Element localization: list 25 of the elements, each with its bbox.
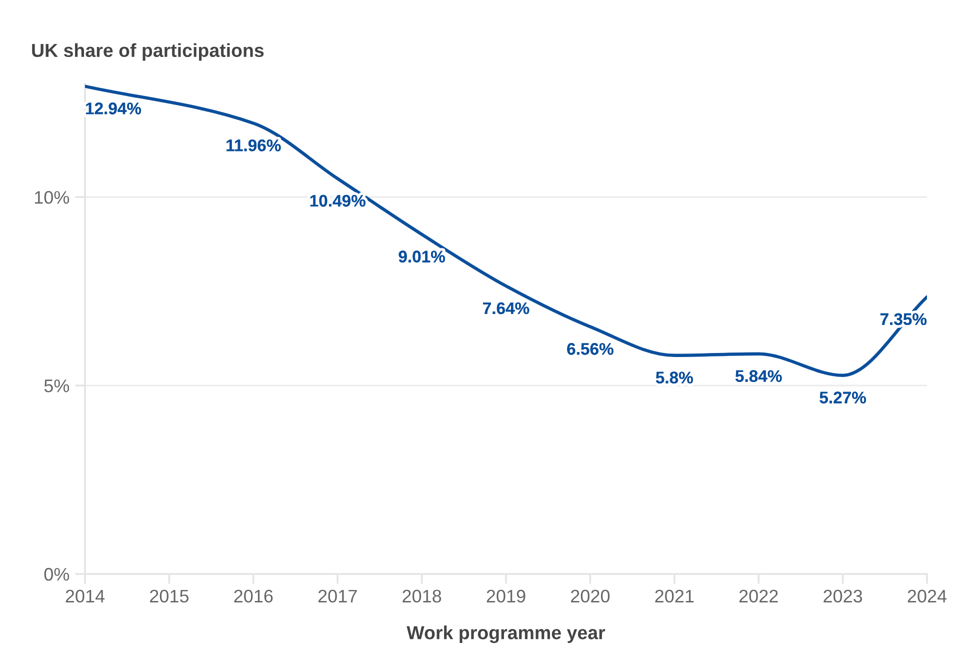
x-tick-label: 2020 xyxy=(571,590,610,603)
data-label: 6.56% xyxy=(567,343,614,355)
data-label: 10.49% xyxy=(310,194,366,207)
data-label: 9.01% xyxy=(398,250,445,262)
y-tick-label: 0% xyxy=(44,568,70,581)
x-tick-label: 2014 xyxy=(66,590,105,603)
x-tick-label: 2016 xyxy=(234,590,273,603)
x-axis-title: Work programme year xyxy=(406,626,606,644)
x-tick-label: 2018 xyxy=(402,590,442,603)
y-tick-label: 10% xyxy=(34,191,70,204)
data-label: 7.64% xyxy=(483,302,530,314)
data-label: 5.8% xyxy=(656,372,693,384)
x-tick-label: 2023 xyxy=(824,590,862,603)
x-tick-label: 2017 xyxy=(318,590,357,603)
x-tick-label: 2024 xyxy=(908,590,947,603)
data-label: 12.94% xyxy=(86,102,142,114)
x-tick-label: 2019 xyxy=(486,590,526,603)
data-label: 11.96% xyxy=(226,139,281,152)
data-label: 5.27% xyxy=(820,392,866,404)
x-tick-label: 2021 xyxy=(655,590,694,603)
x-tick-label: 2022 xyxy=(739,590,778,603)
y-tick-label: 5% xyxy=(44,380,70,392)
chart-title: UK share of participations xyxy=(32,43,264,61)
x-tick-label: 2015 xyxy=(150,590,189,603)
data-label: 5.84% xyxy=(735,370,782,382)
